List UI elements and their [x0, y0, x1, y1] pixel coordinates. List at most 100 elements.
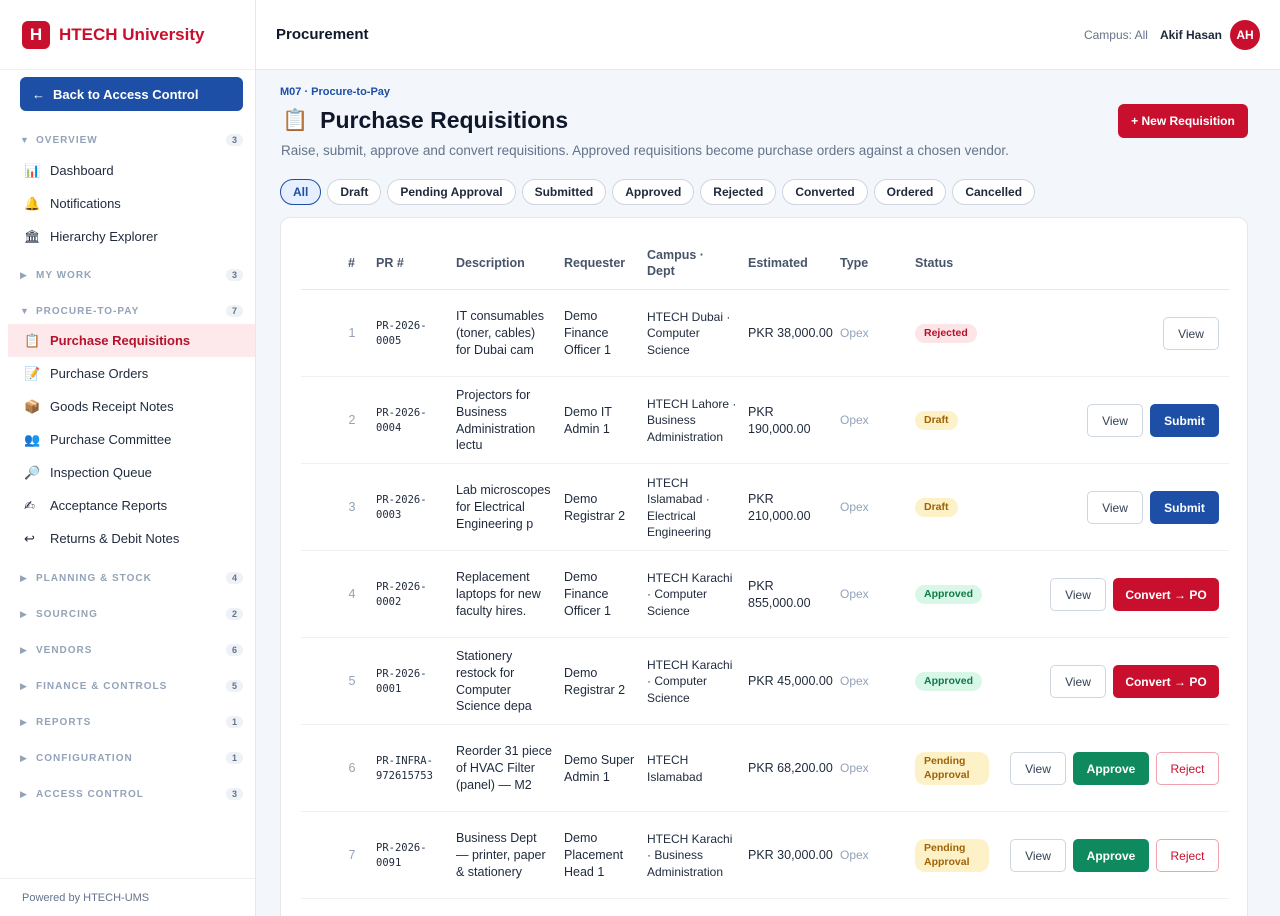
status-badge: Pending Approval	[915, 838, 989, 873]
avatar[interactable]: AH	[1230, 19, 1260, 50]
writing-hand-icon: ✍	[24, 497, 35, 513]
convert-to-po-button[interactable]: Convert → PO	[1113, 578, 1219, 611]
filter-rejected[interactable]: Rejected	[700, 179, 777, 205]
section-sourcing[interactable]: ▶ SOURCING 2	[20, 604, 243, 624]
view-button[interactable]: View	[1010, 839, 1066, 872]
sidebar-item-returns-debit-notes[interactable]: ↩ Returns & Debit Notes	[8, 522, 255, 555]
section-access-control[interactable]: ▶ ACCESS CONTROL 3	[20, 784, 243, 804]
estimated-amount: PKR 855,000.00	[748, 578, 811, 610]
sidebar-item-inspection-queue[interactable]: 🔎 Inspection Queue	[8, 456, 255, 489]
sidebar-item-hierarchy-explorer[interactable]: 🏛 Hierarchy Explorer	[8, 220, 255, 253]
view-button[interactable]: View	[1050, 578, 1106, 611]
package-icon: 📦	[24, 398, 41, 414]
chevron-down-icon: ▼	[20, 306, 30, 316]
sidebar-item-notifications[interactable]: 🔔 Notifications	[8, 187, 255, 220]
requester: Demo Finance Officer 1	[564, 309, 612, 357]
filter-all[interactable]: All	[280, 179, 322, 205]
chevron-right-icon: ▶	[20, 680, 28, 691]
filter-ordered[interactable]: Ordered	[873, 179, 947, 205]
estimated-amount: PKR 30,000.00	[748, 848, 833, 863]
convert-to-po-button[interactable]: Convert → PO	[1113, 665, 1219, 698]
view-button[interactable]: View	[1010, 752, 1066, 785]
section-label: ACCESS CONTROL	[36, 788, 144, 800]
section-finance-controls[interactable]: ▶ FINANCE & CONTROLS 5	[20, 676, 243, 696]
row-actions: View Convert → PO	[1050, 551, 1219, 638]
view-button[interactable]: View	[1050, 665, 1106, 698]
table-row: 7 PR-2026-0091 Business Dept — printer, …	[301, 812, 1229, 899]
campus-dept: HTECH Karachi · Business Administration	[647, 832, 733, 879]
section-count: 3	[225, 788, 243, 800]
submit-button[interactable]: Submit	[1150, 404, 1219, 437]
approve-button[interactable]: Approve	[1073, 752, 1149, 785]
section-procure-to-pay[interactable]: ▼ PROCURE-TO-PAY 7	[20, 301, 243, 321]
sidebar-item-purchase-orders[interactable]: 📝 Purchase Orders	[8, 357, 255, 390]
chevron-right-icon: ▶	[20, 752, 28, 763]
row-actions: View Convert → PO	[1050, 638, 1219, 725]
sidebar-item-dashboard[interactable]: 📊 Dashboard	[8, 154, 255, 187]
reject-button[interactable]: Reject	[1156, 752, 1219, 785]
description: Business Dept — printer, paper & station…	[456, 831, 546, 879]
pr-number: PR-2026-0005	[376, 320, 427, 347]
chevron-right-icon: ▶	[20, 788, 28, 799]
status-cell: Pending Approval	[915, 725, 1005, 812]
section-planning-stock[interactable]: ▶ PLANNING & STOCK 4	[20, 568, 243, 588]
building-icon: 🏛	[24, 228, 41, 244]
back-to-access-control-button[interactable]: ← Back to Access Control	[20, 77, 243, 111]
type: Opex	[840, 413, 869, 428]
approve-button[interactable]: Approve	[1073, 839, 1149, 872]
status-badge: Draft	[915, 410, 958, 431]
requester: Demo Registrar 2	[564, 491, 626, 523]
section-reports[interactable]: ▶ REPORTS 1	[20, 712, 243, 732]
filter-cancelled[interactable]: Cancelled	[952, 179, 1036, 205]
sidebar-item-label: Acceptance Reports	[50, 498, 168, 513]
sidebar-item-acceptance-reports[interactable]: ✍ Acceptance Reports	[8, 489, 255, 522]
section-overview[interactable]: ▼ OVERVIEW 3	[20, 130, 243, 150]
page-title: 📋 Purchase Requisitions	[282, 107, 568, 134]
section-configuration[interactable]: ▶ CONFIGURATION 1	[20, 748, 243, 768]
breadcrumb[interactable]: M07 · Procure-to-Pay	[280, 86, 391, 98]
description: IT consumables (toner, cables) for Dubai…	[456, 309, 545, 357]
row-actions: View	[1163, 290, 1219, 377]
row-index: 7	[348, 848, 356, 863]
section-vendors[interactable]: ▶ VENDORS 6	[20, 640, 243, 660]
estimated-amount: PKR 190,000.00	[748, 404, 811, 436]
section-label: CONFIGURATION	[36, 752, 133, 764]
status-cell: Draft	[915, 464, 1005, 551]
filter-pending-approval[interactable]: Pending Approval	[387, 179, 516, 205]
bell-icon: 🔔	[24, 195, 41, 211]
sidebar-item-purchase-requisitions[interactable]: 📋 Purchase Requisitions	[8, 324, 255, 357]
view-button[interactable]: View	[1163, 317, 1219, 350]
chevron-right-icon: ▶	[20, 608, 28, 619]
requester: Demo Placement Head 1	[564, 831, 624, 879]
submit-button[interactable]: Submit	[1150, 491, 1219, 524]
filter-submitted[interactable]: Submitted	[521, 179, 607, 205]
status-cell: Approved	[915, 638, 1005, 725]
section-my-work[interactable]: ▶ MY WORK 3	[20, 265, 243, 285]
view-button[interactable]: View	[1087, 491, 1143, 524]
filter-converted[interactable]: Converted	[782, 179, 868, 205]
header-estimated: Estimated	[748, 255, 808, 270]
pr-number: PR-2026-0003	[376, 494, 427, 521]
filter-approved[interactable]: Approved	[612, 179, 695, 205]
description: Stationery restock for Computer Science …	[456, 648, 532, 714]
user-name[interactable]: Akif Hasan	[1159, 27, 1222, 42]
sidebar-item-goods-receipt-notes[interactable]: 📦 Goods Receipt Notes	[8, 390, 255, 423]
header-campus-dept: Campus · Dept	[647, 247, 704, 278]
description: Lab microscopes for Electrical Engineeri…	[456, 483, 551, 531]
return-arrow-icon: ↩	[24, 530, 35, 546]
section-count: 2	[225, 608, 243, 620]
pr-number: PR-2026-0001	[376, 668, 427, 695]
view-button[interactable]: View	[1087, 404, 1143, 437]
filter-draft[interactable]: Draft	[327, 179, 382, 205]
header-description: Description	[456, 255, 525, 270]
brand[interactable]: H HTECH University	[0, 0, 255, 70]
sidebar-item-purchase-committee[interactable]: 👥 Purchase Committee	[8, 423, 255, 456]
campus-dept: HTECH Karachi · Computer Science	[647, 571, 733, 618]
campus-dept: HTECH Dubai · Computer Science	[647, 310, 731, 357]
campus-selector[interactable]: Campus: All	[1083, 27, 1148, 42]
new-requisition-button[interactable]: + New Requisition	[1118, 104, 1248, 138]
page-subtitle: Raise, submit, approve and convert requi…	[281, 143, 1009, 158]
status-badge: Approved	[915, 584, 983, 605]
status-badge: Approved	[915, 671, 983, 692]
reject-button[interactable]: Reject	[1156, 839, 1219, 872]
